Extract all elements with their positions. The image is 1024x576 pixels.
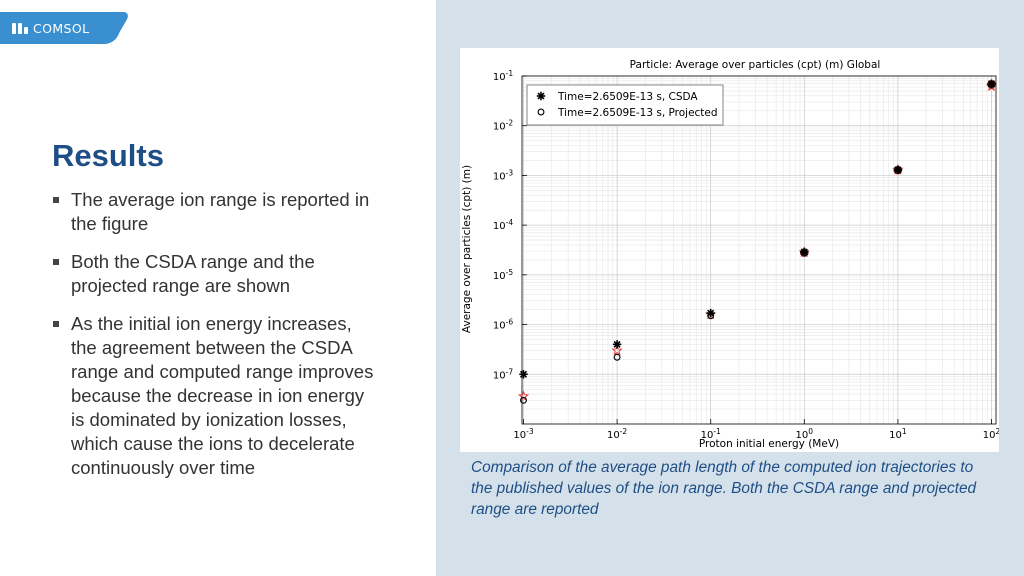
y-tick-label: 10-6 — [493, 318, 513, 332]
data-point-projected — [520, 396, 527, 404]
x-tick-label: 10-2 — [607, 427, 627, 441]
bullet-text: As the initial ion energy increases, the… — [71, 313, 374, 478]
legend-label-projected: Time=2.6509E-13 s, Projected — [557, 107, 718, 119]
x-axis-label: Proton initial energy (MeV) — [699, 438, 839, 450]
range-chart: Particle: Average over particles (cpt) (… — [461, 59, 1000, 450]
y-tick-label: 10-7 — [493, 367, 513, 381]
x-tick-label: 101 — [889, 427, 907, 441]
x-tick-label: 10-3 — [513, 427, 533, 441]
data-point-csda — [612, 340, 622, 349]
logo-text: COMSOL — [33, 20, 90, 36]
data-point-projected — [613, 353, 621, 361]
legend-label-csda: Time=2.6509E-13 s, CSDA — [557, 91, 698, 103]
bullet-text: Both the CSDA range and the projected ra… — [71, 251, 315, 296]
legend-marker-csda — [536, 91, 546, 101]
left-panel: COMSOL Results The average ion range is … — [0, 0, 436, 576]
data-point-csda — [800, 247, 809, 257]
y-tick-label: 10-5 — [493, 268, 513, 282]
data-point-csda — [519, 370, 528, 379]
bullet-list: The average ion range is reported in the… — [52, 188, 382, 494]
chart-title: Particle: Average over particles (cpt) (… — [630, 59, 881, 71]
legend-box — [526, 84, 724, 126]
x-tick-label: 102 — [983, 427, 999, 441]
legend-asterisk-icon — [536, 91, 546, 101]
comsol-logo-icon — [12, 22, 28, 34]
minor-grid — [522, 76, 996, 424]
comsol-logo[interactable]: COMSOL — [12, 20, 90, 36]
y-tick-label: 10-1 — [493, 69, 513, 83]
slide-title: Results — [52, 138, 164, 173]
plot-frame — [521, 75, 997, 425]
bullet-marker — [53, 321, 59, 327]
bullet-marker — [53, 197, 59, 203]
major-grid — [522, 75, 996, 424]
bullet-item: The average ion range is reported in the… — [52, 188, 382, 236]
bullet-marker — [53, 259, 59, 265]
data-point-csda — [893, 165, 903, 174]
bullet-item: As the initial ion energy increases, the… — [52, 312, 382, 480]
data-point-csda — [987, 79, 996, 88]
data-point-reference — [517, 390, 530, 402]
data-point-csda — [706, 308, 715, 318]
y-tick-label: 10-3 — [493, 168, 513, 182]
bullet-text: The average ion range is reported in the… — [71, 189, 370, 234]
legend-marker-projected — [537, 108, 545, 116]
bullet-item: Both the CSDA range and the projected ra… — [52, 250, 382, 298]
data-point-reference — [611, 344, 623, 356]
data-marks — [517, 79, 998, 404]
figure-caption: Comparison of the average path length of… — [471, 459, 977, 518]
y-tick-label: 10-4 — [493, 218, 513, 232]
legend: Time=2.6509E-13 s, CSDA Time=2.6509E-13 … — [526, 84, 724, 126]
y-tick-label: 10-2 — [493, 119, 513, 133]
chart-container: Particle: Average over particles (cpt) (… — [460, 48, 1000, 452]
y-axis-label: Average over particles (cpt) (m) — [461, 165, 473, 333]
y-axis-ticks: 10-7 10-6 10-5 10-4 10-3 10-2 10-1 — [493, 69, 527, 381]
legend-circle-icon — [537, 108, 545, 116]
